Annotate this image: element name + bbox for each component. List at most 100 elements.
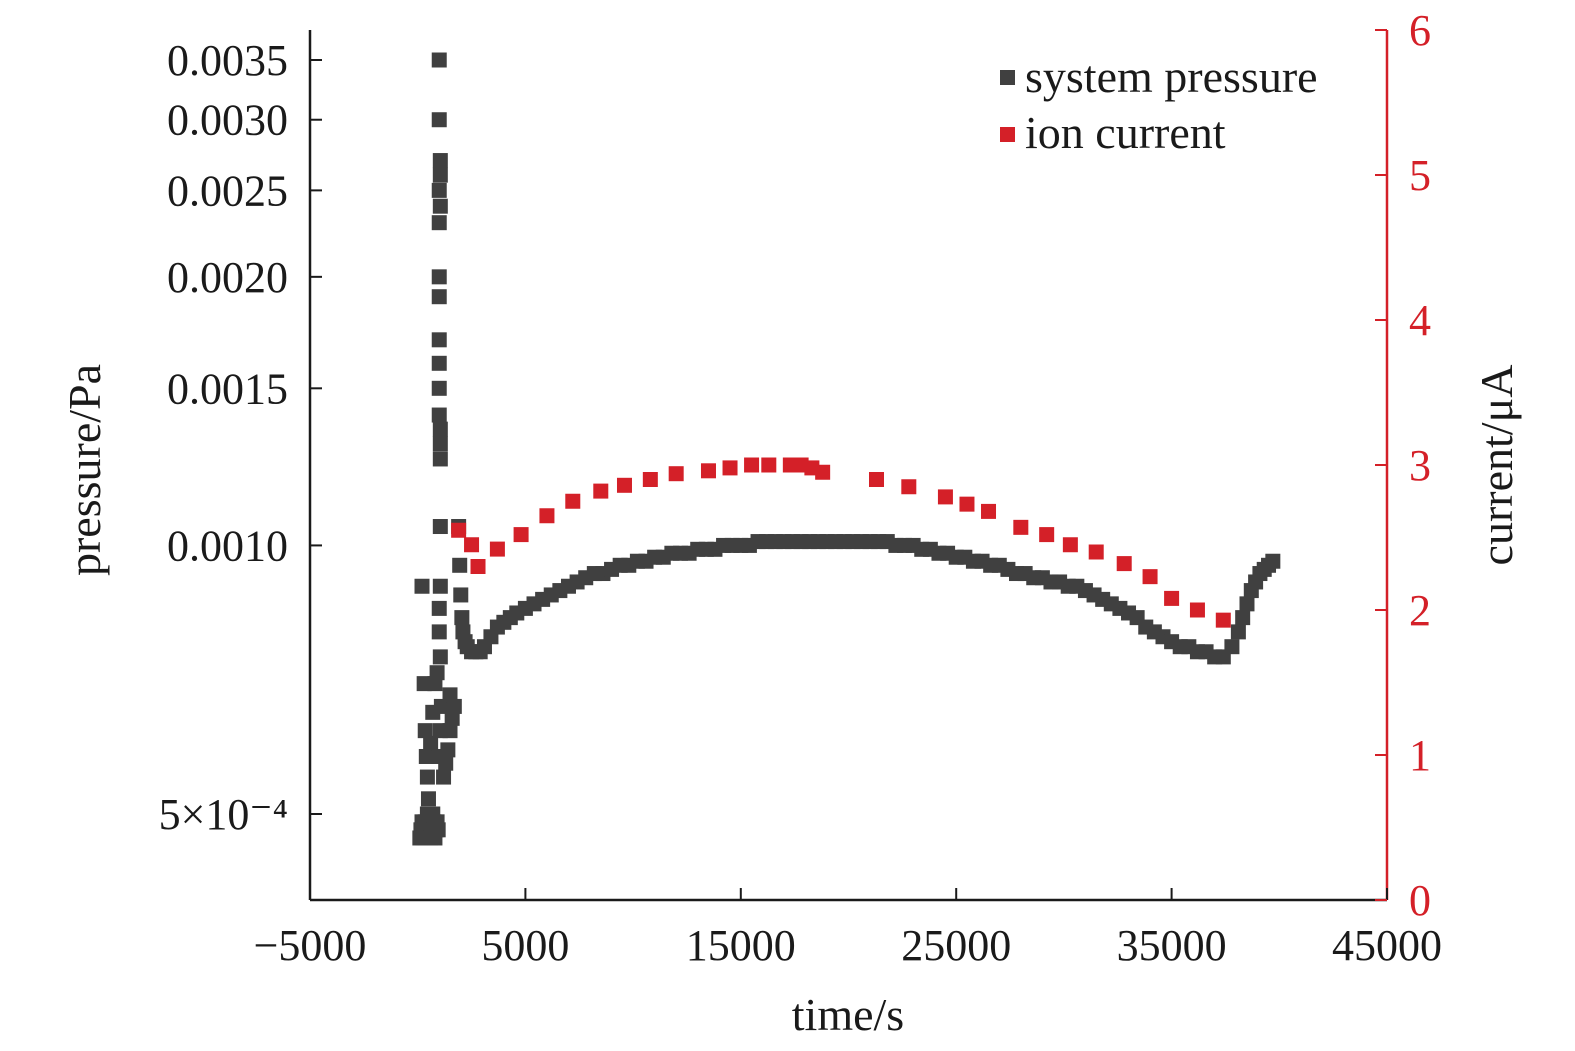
- pressure-point: [1265, 553, 1281, 569]
- pressure-point: [432, 519, 448, 535]
- x-tick-label: 25000: [901, 921, 1011, 970]
- x-tick-label: 45000: [1332, 921, 1442, 970]
- y-left-tick-label: 0.0030: [167, 96, 288, 145]
- ion-current-series: [451, 457, 1231, 628]
- pressure-point: [432, 436, 448, 452]
- pressure-point: [429, 665, 445, 681]
- current-point: [489, 541, 505, 557]
- pressure-point: [1224, 639, 1240, 655]
- current-point: [744, 457, 760, 473]
- y-right-tick-label: 3: [1409, 441, 1431, 490]
- current-point: [1142, 569, 1158, 585]
- current-point: [937, 489, 953, 505]
- x-tick-label: 15000: [686, 921, 796, 970]
- pressure-point: [431, 332, 447, 348]
- current-point: [1215, 612, 1231, 628]
- plot-frame: [308, 30, 1389, 902]
- y-left-tick-label: 0.0035: [167, 36, 288, 85]
- y-left-tick-label: 0.0025: [167, 166, 288, 215]
- current-point: [470, 559, 486, 574]
- pressure-point: [442, 723, 458, 739]
- current-point: [869, 472, 885, 487]
- legend-marker-system-pressure: [1000, 70, 1015, 85]
- pressure-point: [1239, 596, 1255, 612]
- pressure-point: [418, 748, 434, 764]
- current-point: [1116, 556, 1132, 572]
- x-tick-label: −5000: [254, 921, 367, 970]
- pressure-point: [419, 769, 435, 785]
- y-left-tick-label: 0.0020: [167, 253, 288, 302]
- pressure-point: [431, 182, 447, 198]
- pressure-point: [431, 112, 447, 128]
- y-left-tick-label: 0.0010: [167, 521, 288, 570]
- pressure-point: [440, 742, 456, 758]
- legend-label-ion-current: ion current: [1025, 107, 1226, 158]
- current-point: [722, 460, 738, 476]
- pressure-point: [432, 153, 448, 169]
- pressure-point: [430, 822, 446, 838]
- pressure-point: [432, 421, 448, 437]
- pressure-point: [436, 769, 452, 785]
- pressure-point: [432, 451, 448, 467]
- pressure-point: [452, 557, 468, 573]
- current-point: [1189, 602, 1205, 618]
- pressure-point: [1235, 610, 1251, 626]
- pressure-point: [431, 215, 447, 231]
- pressure-point: [433, 698, 449, 714]
- legend-label-system-pressure: system pressure: [1025, 51, 1318, 102]
- pressure-point: [431, 289, 447, 305]
- pressure-point: [1230, 624, 1246, 640]
- y-right-axis-title: current/μA: [1471, 365, 1522, 566]
- pressure-point: [432, 198, 448, 214]
- pressure-point: [432, 578, 448, 594]
- y-right-axis-ticks: 0 1 2 3 4 5 6: [1375, 6, 1431, 925]
- y-right-tick-label: 1: [1409, 731, 1431, 780]
- pressure-point: [417, 723, 433, 739]
- current-point: [565, 493, 581, 509]
- y-left-tick-label: 0.0015: [167, 364, 288, 413]
- current-point: [901, 479, 917, 495]
- current-point: [700, 463, 716, 479]
- pressure-point: [420, 791, 436, 807]
- pressure-point: [431, 407, 447, 423]
- pressure-point: [431, 380, 447, 396]
- current-point: [981, 503, 997, 519]
- current-point: [1039, 527, 1055, 543]
- pressure-point: [453, 587, 469, 603]
- legend-marker-ion-current: [1000, 127, 1015, 142]
- y-right-tick-label: 0: [1409, 876, 1431, 925]
- pressure-point: [438, 755, 454, 771]
- current-point: [1088, 544, 1104, 560]
- current-point: [761, 457, 777, 473]
- current-point: [642, 472, 658, 487]
- x-axis-title: time/s: [792, 989, 904, 1040]
- y-left-tick-label: 5×10⁻⁴: [159, 790, 288, 839]
- y-right-tick-label: 6: [1409, 6, 1431, 55]
- pressure-point: [442, 687, 458, 703]
- current-point: [464, 537, 480, 553]
- y-right-tick-label: 4: [1409, 296, 1431, 345]
- pressure-point: [431, 269, 447, 285]
- y-left-axis-ticks: 5×10⁻⁴ 0.0010 0.0015 0.0020 0.0025 0.0030 0.00…: [159, 36, 322, 839]
- y-right-tick-label: 2: [1409, 586, 1431, 635]
- current-point: [616, 477, 632, 493]
- current-point: [539, 508, 555, 524]
- pressure-point: [432, 649, 448, 665]
- pressure-point: [454, 610, 470, 626]
- pressure-point: [446, 698, 462, 714]
- x-tick-label: 5000: [481, 921, 569, 970]
- pressure-point: [423, 735, 439, 751]
- current-point: [668, 466, 684, 482]
- pressure-point: [444, 710, 460, 726]
- pressure-point: [414, 578, 430, 594]
- x-axis-ticks: −5000 5000 15000 25000 35000 45000: [254, 888, 1442, 970]
- current-point: [959, 496, 975, 512]
- pressure-point: [431, 355, 447, 371]
- current-point: [1062, 537, 1078, 553]
- current-point: [815, 464, 831, 480]
- x-tick-label: 35000: [1117, 921, 1227, 970]
- current-point: [513, 527, 529, 543]
- system-pressure-series: [412, 52, 1281, 846]
- current-point: [1013, 519, 1029, 535]
